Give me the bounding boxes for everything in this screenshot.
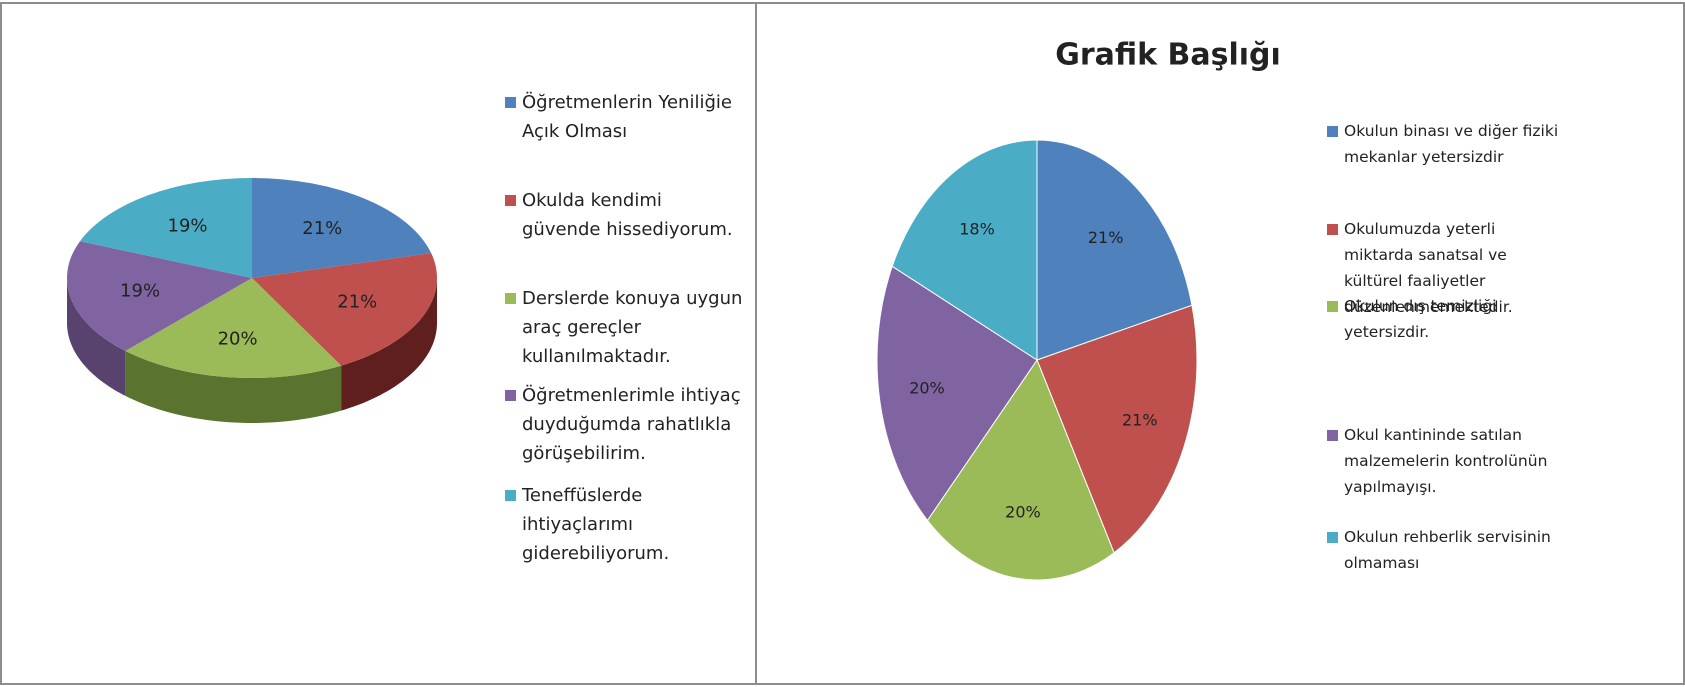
legend-swatch	[1327, 223, 1338, 235]
legend-swatch	[505, 97, 516, 108]
pie-slice	[1036, 304, 1198, 554]
legend-item: Okul kantininde satılan malzemelerin kon…	[1327, 422, 1567, 500]
legend-label: Okulumuzda yeterli miktarda sanatsal ve …	[1344, 220, 1513, 316]
data-label: 20%	[909, 378, 945, 397]
legend-label: Derslerde konuya uygun araç gereçler kul…	[522, 288, 743, 367]
chart-title: Grafik Başlığı	[1055, 38, 1281, 73]
pie-slice	[252, 177, 432, 278]
pie-slice	[876, 265, 1038, 522]
legend-swatch	[1327, 300, 1338, 312]
legend-item: Okulun binası ve diğer fiziki mekanlar y…	[1327, 118, 1567, 170]
legend-item: Öğretmenlerin Yeniliğie Açık Olması	[505, 88, 745, 146]
data-label: 21%	[337, 292, 377, 313]
pie-slice	[125, 278, 342, 378]
legend-swatch	[1327, 125, 1338, 137]
legend-item: Okulda kendimi güvende hissediyorum.	[505, 186, 745, 244]
legend-item: Derslerde konuya uygun araç gereçler kul…	[505, 284, 745, 371]
data-label: 18%	[959, 219, 995, 238]
slice-side	[341, 278, 437, 411]
slice-side	[125, 350, 342, 423]
legend-swatch	[1327, 429, 1338, 441]
pie-slice	[926, 358, 1115, 581]
legend-label: Okulun dış temizliği yetersizdir.	[1344, 297, 1497, 341]
legend-item: Öğretmenlerimle ihtiyaç duyduğumda rahat…	[505, 381, 745, 468]
data-label: 21%	[302, 218, 342, 239]
data-label: 21%	[1088, 228, 1124, 247]
legend-item: Teneffüslerde ihtiyaçlarımı giderebiliyo…	[505, 481, 745, 568]
legend-label: Teneffüslerde ihtiyaçlarımı giderebiliyo…	[522, 485, 670, 564]
legend-swatch	[505, 390, 516, 401]
data-label: 20%	[1005, 502, 1041, 521]
pie-slice	[252, 253, 437, 366]
legend-swatch	[1327, 531, 1338, 543]
legend-label: Öğretmenlerimle ihtiyaç duyduğumda rahat…	[522, 385, 741, 464]
legend-item: Okulumuzda yeterli miktarda sanatsal ve …	[1327, 216, 1567, 320]
pie-slice	[891, 139, 1038, 361]
legend-label: Okul kantininde satılan malzemelerin kon…	[1344, 426, 1548, 496]
data-label: 19%	[168, 216, 208, 237]
legend-item: Okulun dış temizliği yetersizdir.	[1327, 293, 1567, 345]
pie-slice	[79, 178, 252, 278]
pie-slice	[1036, 139, 1193, 361]
legend-label: Okulun rehberlik servisinin olmaması	[1344, 528, 1551, 572]
pie-slice	[67, 241, 252, 351]
legend-swatch	[505, 293, 516, 304]
legend-swatch	[505, 490, 516, 501]
data-label: 21%	[1122, 411, 1158, 430]
data-label: 20%	[218, 329, 258, 350]
legend-item: Okulun rehberlik servisinin olmaması	[1327, 524, 1567, 576]
legend-swatch	[505, 195, 516, 206]
legend-label: Okulun binası ve diğer fiziki mekanlar y…	[1344, 122, 1559, 166]
data-label: 19%	[120, 281, 160, 302]
slice-side	[67, 278, 126, 396]
legend-label: Okulda kendimi güvende hissediyorum.	[522, 190, 733, 240]
legend-label: Öğretmenlerin Yeniliğie Açık Olması	[522, 92, 732, 142]
